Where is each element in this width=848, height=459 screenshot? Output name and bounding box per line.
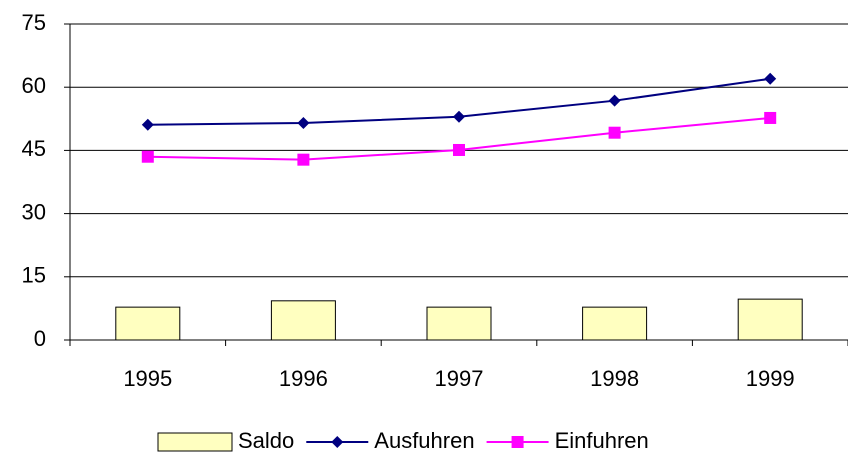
line-marker: [764, 111, 777, 124]
y-tick-label: 0: [34, 326, 46, 351]
x-tick-label: 1995: [123, 366, 172, 391]
x-tick-label: 1997: [435, 366, 484, 391]
x-tick-label: 1996: [279, 366, 328, 391]
bar: [582, 306, 648, 341]
bar: [115, 306, 181, 341]
y-tick-label: 60: [22, 73, 46, 98]
line-marker: [608, 126, 621, 139]
line-marker: [297, 117, 310, 130]
line-marker: [141, 118, 154, 131]
line-marker: [764, 72, 777, 85]
y-tick-label: 30: [22, 199, 46, 224]
bar: [737, 298, 803, 341]
line-marker: [297, 153, 310, 166]
legend-swatch: [157, 432, 233, 452]
legend-marker: [511, 436, 524, 448]
line-marker: [453, 110, 465, 123]
x-tick-label: 1999: [746, 366, 795, 391]
bar: [270, 300, 336, 341]
line-marker: [608, 94, 621, 107]
y-tick-label: 45: [22, 136, 46, 161]
bar: [426, 306, 492, 341]
legend-label: Saldo: [238, 428, 294, 453]
line-marker: [141, 150, 154, 163]
legend-marker: [331, 436, 344, 448]
line-marker: [453, 143, 465, 156]
x-tick-label: 1998: [590, 366, 639, 391]
legend-label: Ausfuhren: [374, 428, 474, 453]
y-tick-label: 75: [22, 10, 46, 35]
legend-label: Einfuhren: [555, 428, 649, 453]
y-tick-label: 15: [22, 263, 46, 288]
